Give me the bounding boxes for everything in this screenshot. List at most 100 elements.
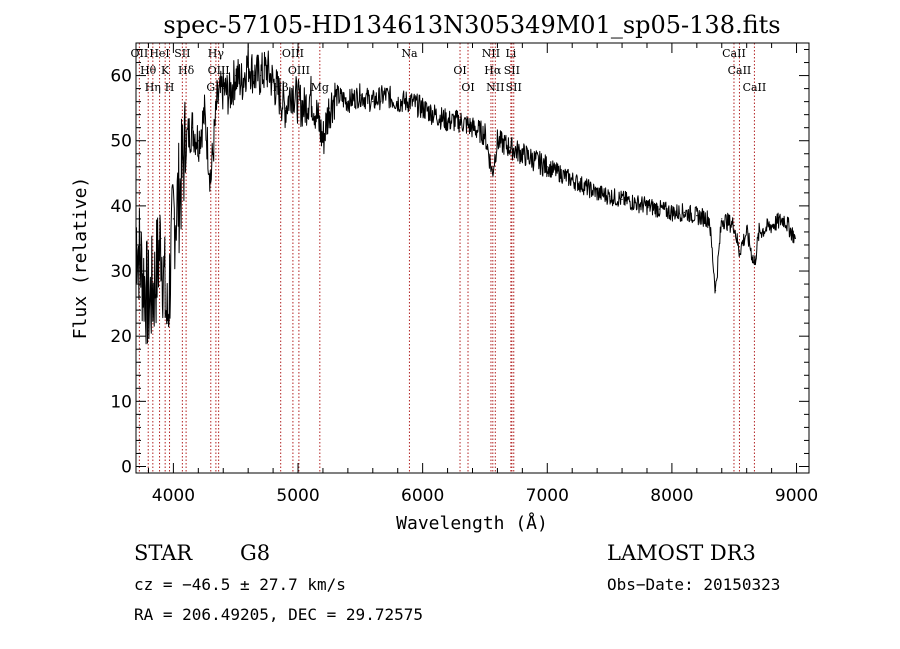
spectrum-point [260,74,262,77]
spectrum-point [316,114,318,116]
spectrum-point [384,94,386,96]
spectrum-point [771,224,773,227]
line-marker-label: OIII [288,64,310,77]
spectrum-point [633,202,636,204]
spectrum-point [160,237,162,240]
line-marker-label: OII [131,47,149,60]
y-tick-label: 0 [121,457,132,477]
spectrum-point [347,101,349,103]
spectrum-point [559,172,561,174]
plot-frame [135,42,810,474]
line-marker-label: G [206,81,215,94]
spectrum-point [253,74,255,77]
chart-title: spec-57105-HD134613N305349M01_sp05-138.f… [163,11,780,39]
line-marker-label: SII [506,81,522,94]
spectrum-point [446,120,449,122]
line-marker-label: Hθ [140,64,157,77]
spectrum-point [297,101,299,103]
spectrum-point [484,133,486,135]
line-marker-label: CaII [722,47,746,60]
spectrum-point [235,74,237,77]
spectrum-point [753,263,756,266]
spectrum-point [272,81,274,83]
line-marker-label: OI [461,81,474,94]
spectrum-point [222,88,224,90]
spectrum-point [471,127,474,129]
spectrum-point [172,218,174,220]
spectrum-point [372,101,374,103]
spectrum-point [733,224,735,227]
spectrum-point [491,172,494,174]
x-tick-label: 9000 [775,486,818,506]
line-marker-label: Hη [145,81,161,94]
line-marker-label: K [161,64,170,77]
y-tick-label: 60 [110,67,132,87]
spectrum-point [721,218,723,220]
survey-name: LAMOST DR3 [607,541,756,565]
spectrum-point [334,94,337,96]
line-marker-label: Hδ [178,64,195,77]
spectrum-point [210,179,212,181]
spectrum-point [671,211,673,213]
obs-date: Obs−Date: 20150323 [607,575,780,594]
spectrum-point [397,101,399,103]
spectrum-point [521,153,523,155]
y-tick-label: 10 [110,392,132,412]
spectrum-line [135,43,796,345]
line-marker-label: OIII [208,64,230,77]
spectrum-point [646,205,648,207]
spectrum-point [197,140,199,142]
spectrum-point [658,208,661,210]
spectrum-point [203,114,206,116]
spectrum-point [166,322,168,324]
y-tick-label: 20 [110,327,132,347]
spectrum-point [284,107,287,109]
spectrum-point [714,289,717,292]
line-marker-label: SII [174,47,190,60]
y-axis-ticks: 0 10 20 30 40 50 60 [110,49,809,477]
spectrum-point [291,88,293,90]
spectrum-point [154,283,156,285]
line-marker-label: Li [505,47,516,60]
x-tick-label: 5000 [276,486,319,506]
line-marker-label: OI [453,64,466,77]
x-tick-label: 8000 [650,486,693,506]
spectrum-point [608,195,611,197]
spectrum-point [621,198,623,200]
spectrum-point [191,127,193,129]
spectrum-point [309,94,312,96]
line-marker-label: CaII [728,64,752,77]
spectrum-point [708,218,710,220]
x-axis-ticks: 4000 5000 6000 7000 8000 9000 [147,43,818,506]
y-tick-label: 30 [110,262,132,282]
object-subclass: G8 [240,541,270,565]
line-marker-label: Na [401,47,418,60]
x-axis-label: Wavelength (Å) [396,512,548,534]
spectrum-point [409,101,411,103]
spectrum-point [509,146,511,148]
x-tick-label: 6000 [401,486,444,506]
line-marker-label: SII [504,64,520,77]
spectrum-point [746,231,748,233]
spectrum-point [794,237,796,240]
y-axis-label: Flux (relative) [70,177,91,340]
line-marker-label: HeI [149,47,169,60]
spectrum-point [328,107,330,109]
line-marker-label: Mg [311,81,329,94]
info-block: STAR G8 LAMOST DR3 cz = −46.5 ± 27.7 km/… [134,541,780,624]
spectrum-point [596,192,598,194]
spectrum-series [135,43,796,345]
x-tick-label: 7000 [526,486,569,506]
spectrum-point [278,94,280,96]
line-marker-labels: OIIHθHηHeIKHSIIHδGHγOIIIHβOIIIOIIIMgNaOI… [131,47,767,94]
spectrum-point [422,107,424,109]
spectrum-point [696,215,698,217]
spectrum-point [247,61,249,64]
spectrum-point [683,211,685,213]
object-class: STAR [134,541,193,565]
spectrum-point [434,114,436,116]
spectrum-point [241,81,243,83]
spectrum-point [459,120,461,122]
